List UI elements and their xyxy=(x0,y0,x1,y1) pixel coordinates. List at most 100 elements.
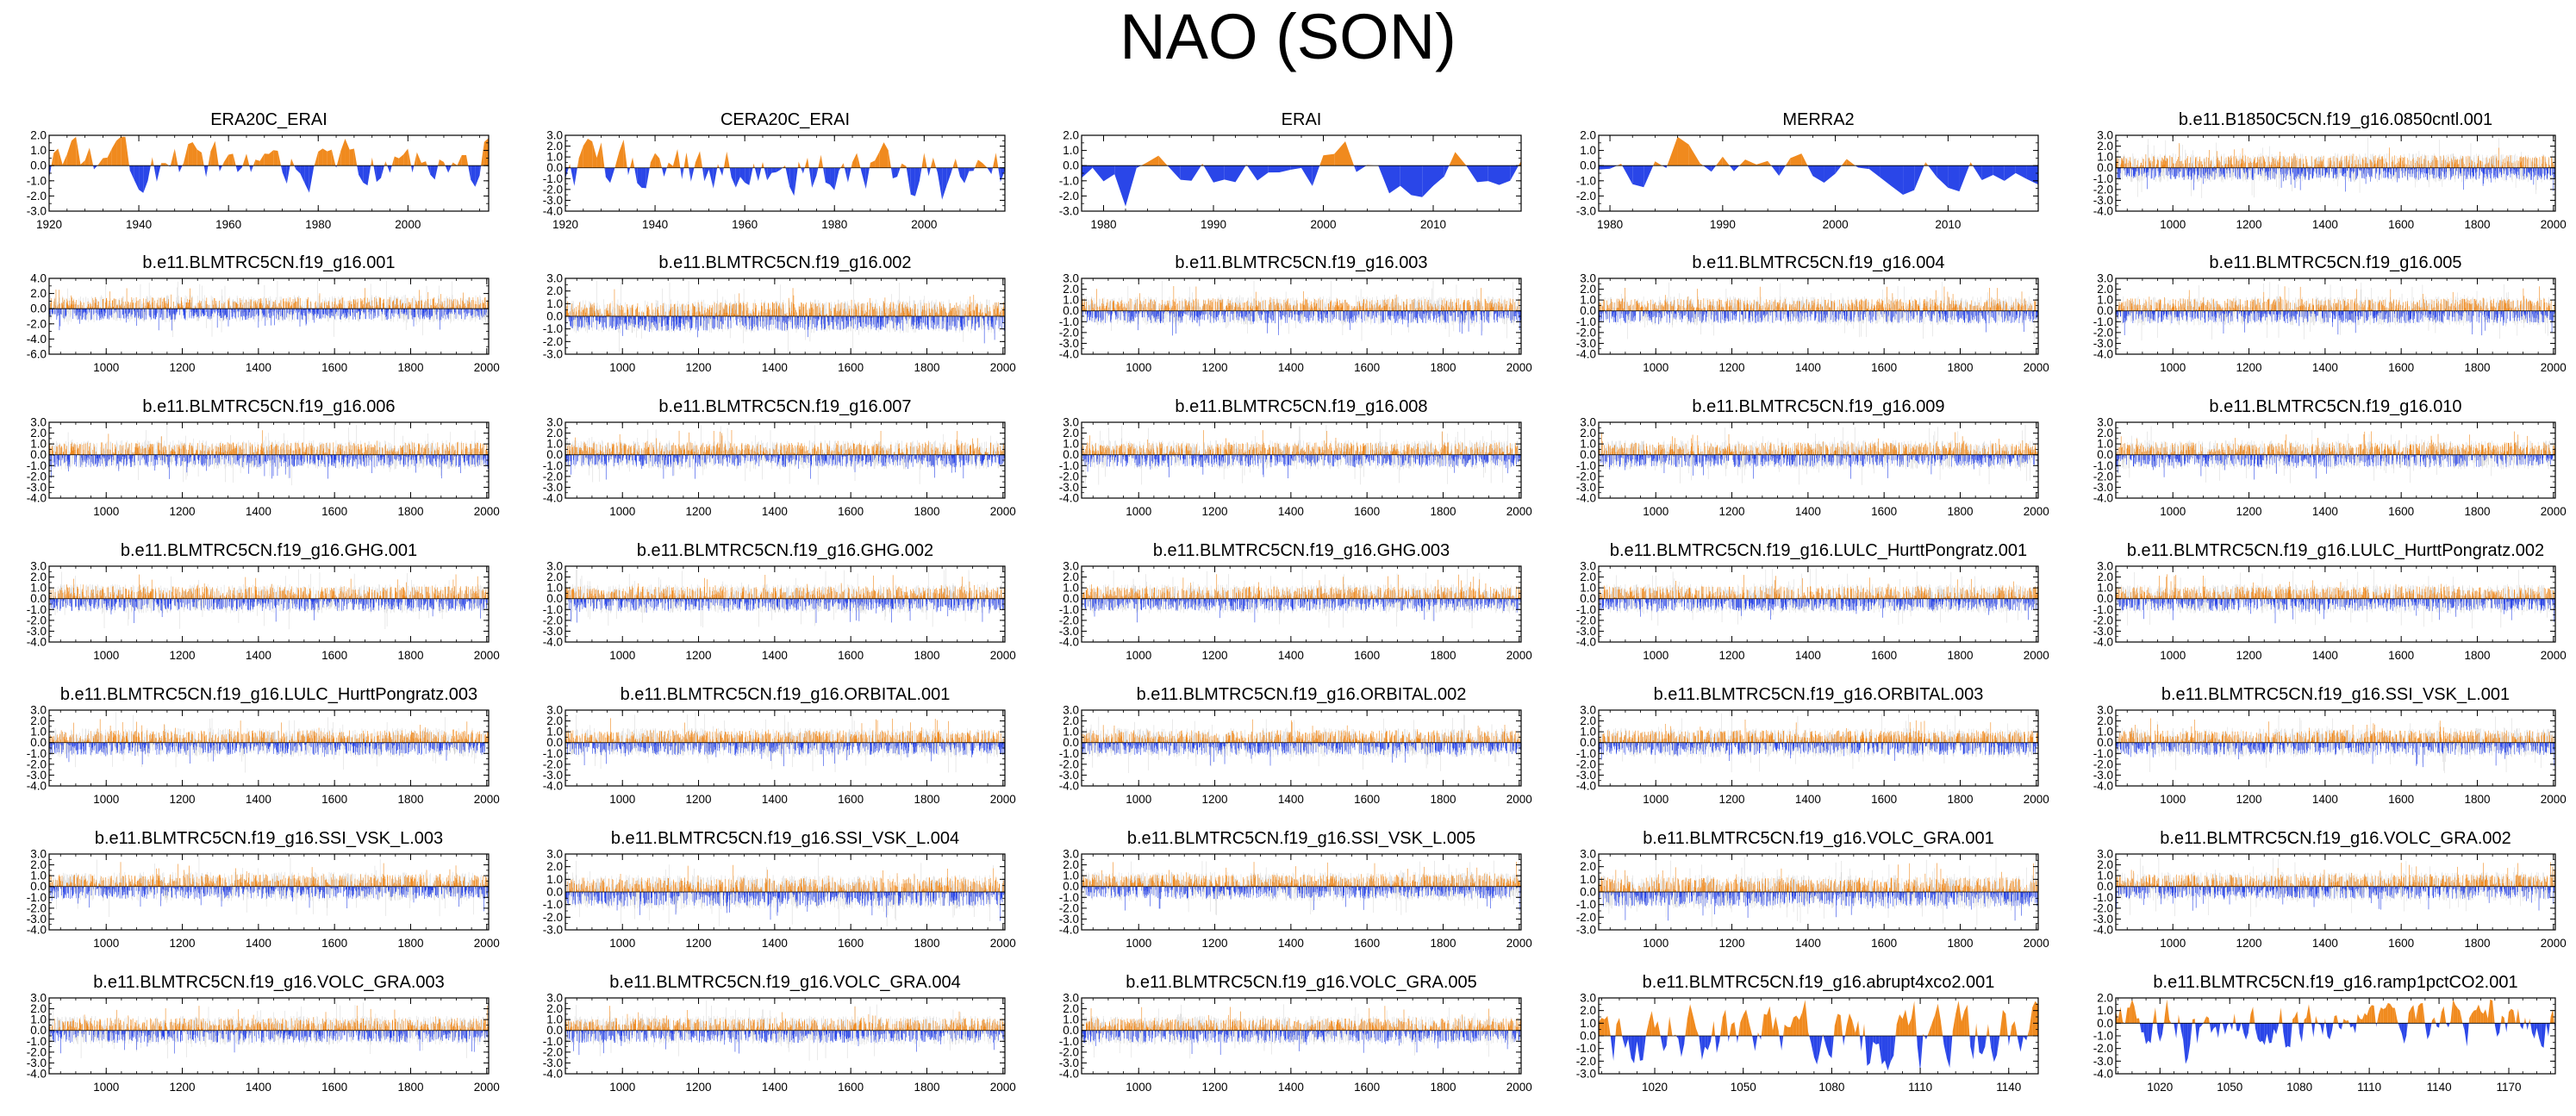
x-tick-label: 1600 xyxy=(838,361,864,374)
y-tick-label: -4.0 xyxy=(1576,636,1596,649)
panel-title: b.e11.BLMTRC5CN.f19_g16.VOLC_GRA.003 xyxy=(93,973,445,992)
y-tick-label: 2.0 xyxy=(30,570,47,583)
y-tick-label: -2.0 xyxy=(27,758,47,770)
y-tick-label: -4.0 xyxy=(543,636,563,649)
x-tick-label: 1200 xyxy=(1202,937,1228,950)
chart-panel: b.e11.BLMTRC5CN.f19_g16.0033.02.01.00.0-… xyxy=(1059,253,1532,374)
y-tick-label: 2.0 xyxy=(1063,858,1079,871)
series-area xyxy=(2115,714,2556,774)
x-tick-label: 1800 xyxy=(1430,793,1456,806)
x-tick-label: 1600 xyxy=(1354,1081,1380,1094)
chart-panel: b.e11.B1850C5CN.f19_g16.0850cntl.0013.02… xyxy=(2093,110,2567,231)
y-tick-label: -4.0 xyxy=(1059,348,1079,361)
chart-panel: b.e11.BLMTRC5CN.f19_g16.SSI_VSK_L.005 3.0… xyxy=(1059,829,1532,950)
x-tick-label: 1400 xyxy=(1278,505,1304,518)
x-tick-label: 1110 xyxy=(1908,1081,1932,1094)
y-tick-label: -1.0 xyxy=(1576,459,1596,472)
y-tick-label: 1.0 xyxy=(1580,144,1596,157)
y-tick-label: -4.0 xyxy=(27,924,47,937)
x-tick-label: 1200 xyxy=(2236,937,2262,950)
x-tick-label: 1020 xyxy=(2147,1081,2173,1094)
y-tick-label: 2.0 xyxy=(30,129,47,142)
x-tick-label: 1200 xyxy=(2236,505,2262,518)
x-tick-label: 2000 xyxy=(1823,218,1849,231)
y-tick-label: -1.0 xyxy=(1059,1035,1079,1048)
x-tick-label: 1110 xyxy=(2357,1081,2381,1094)
chart-panel: b.e11.BLMTRC5CN.f19_g16.0093.02.01.00.0-… xyxy=(1576,397,2049,518)
x-tick-label: 2000 xyxy=(474,793,500,806)
x-tick-label: 1200 xyxy=(686,1081,712,1094)
chart-panel: b.e11.BLMTRC5CN.f19_g16.VOLC_GRA.0043.02… xyxy=(543,973,1016,1094)
y-tick-label: -3.0 xyxy=(2093,625,2113,638)
y-tick-label: -1.0 xyxy=(2093,459,2113,472)
x-tick-label: 1600 xyxy=(1871,937,1897,950)
panel-title: ERAI xyxy=(1282,110,1322,129)
x-tick-label: 2010 xyxy=(1935,218,1961,231)
x-tick-label: 1140 xyxy=(2427,1081,2452,1094)
series-area xyxy=(2115,857,2556,917)
y-tick-label: 1.0 xyxy=(1580,873,1596,886)
y-tick-label: 3.0 xyxy=(30,560,47,573)
y-tick-label: -4.0 xyxy=(543,205,563,218)
y-tick-label: 2.0 xyxy=(546,1002,563,1015)
y-tick-label: 1.0 xyxy=(30,144,47,157)
y-tick-label: -4.0 xyxy=(1059,780,1079,793)
y-tick-label: -1.0 xyxy=(1576,747,1596,760)
x-tick-label: 1600 xyxy=(1871,649,1897,662)
page-title: NAO (SON) xyxy=(1120,1,1456,72)
x-tick-label: 1600 xyxy=(1354,793,1380,806)
panel-title: b.e11.BLMTRC5CN.f19_g16.LULC_HurttPongra… xyxy=(2127,541,2544,560)
chart-panel: b.e11.BLMTRC5CN.f19_g16.ORBITAL.001 3.02.… xyxy=(543,685,1016,806)
x-tick-label: 1800 xyxy=(2464,649,2490,662)
y-tick-label: -4.0 xyxy=(2093,348,2113,361)
x-tick-label: 1400 xyxy=(246,649,271,662)
x-tick-label: 1000 xyxy=(609,793,635,806)
chart-panel: b.e11.BLMTRC5CN.f19_g16.ORBITAL.003 3.02.… xyxy=(1576,685,2049,806)
y-tick-label: 2.0 xyxy=(2097,427,2113,440)
y-tick-label: -4.0 xyxy=(543,780,563,793)
y-tick-label: 2.0 xyxy=(2097,858,2113,871)
chart-panel: b.e11.BLMTRC5CN.f19_g16.0063.02.01.00.0-… xyxy=(27,397,500,518)
panel-title: b.e11.BLMTRC5CN.f19_g16.002 xyxy=(658,253,911,272)
x-tick-label: 2000 xyxy=(474,361,500,374)
y-tick-label: 1.0 xyxy=(1580,438,1596,451)
y-tick-label: 1.0 xyxy=(1063,1013,1079,1026)
panel-title: b.e11.BLMTRC5CN.f19_g16.SSI_VSK_L.004 xyxy=(611,829,959,848)
chart-panel: b.e11.BLMTRC5CN.f19_g16.ramp1pctCO2.001 2… xyxy=(2093,973,2556,1094)
x-tick-label: 1200 xyxy=(1202,1081,1228,1094)
series-area xyxy=(48,569,490,630)
x-tick-label: 1200 xyxy=(1719,937,1745,950)
x-tick-label: 1800 xyxy=(2464,505,2490,518)
x-tick-label: 1000 xyxy=(1643,937,1668,950)
x-tick-label: 1000 xyxy=(1643,361,1668,374)
y-tick-label: 3.0 xyxy=(546,992,563,1005)
y-tick-label: -1.0 xyxy=(1059,891,1079,904)
y-tick-label: 0.0 xyxy=(546,161,563,174)
x-tick-label: 2000 xyxy=(990,793,1016,806)
y-tick-label: -1.0 xyxy=(1059,603,1079,616)
x-tick-label: 2000 xyxy=(2541,649,2567,662)
y-tick-label: 0.0 xyxy=(1063,880,1079,893)
y-tick-label: -2.0 xyxy=(1576,614,1596,627)
y-tick-label: -2.0 xyxy=(543,470,563,483)
y-tick-label: -2.0 xyxy=(2093,1042,2113,1055)
y-tick-label: 1.0 xyxy=(1580,726,1596,739)
x-tick-label: 1800 xyxy=(914,937,939,950)
y-tick-label: -3.0 xyxy=(543,769,563,782)
y-tick-label: -2.0 xyxy=(2093,614,2113,627)
y-tick-label: 3.0 xyxy=(30,848,47,861)
x-tick-label: 1000 xyxy=(609,649,635,662)
y-tick-label: 2.0 xyxy=(1063,714,1079,727)
x-tick-label: 2000 xyxy=(990,361,1016,374)
chart-panel: b.e11.BLMTRC5CN.f19_g16.ORBITAL.002 3.02.… xyxy=(1059,685,1532,806)
y-tick-label: 3.0 xyxy=(1580,848,1596,861)
chart-panel: b.e11.BLMTRC5CN.f19_g16.001 4.0 2.0 0.0 -2.0… xyxy=(27,253,500,374)
y-tick-label: -3.0 xyxy=(543,625,563,638)
y-tick-label: -3.0 xyxy=(543,194,563,207)
y-tick-label: 2.0 xyxy=(2097,570,2113,583)
x-tick-label: 1800 xyxy=(1430,937,1456,950)
y-tick-label: 3.0 xyxy=(1063,704,1079,717)
panel-title: b.e11.BLMTRC5CN.f19_g16.GHG.003 xyxy=(1153,541,1450,560)
y-tick-label: -4.0 xyxy=(1059,1068,1079,1081)
y-tick-label: 2.0 xyxy=(546,714,563,727)
